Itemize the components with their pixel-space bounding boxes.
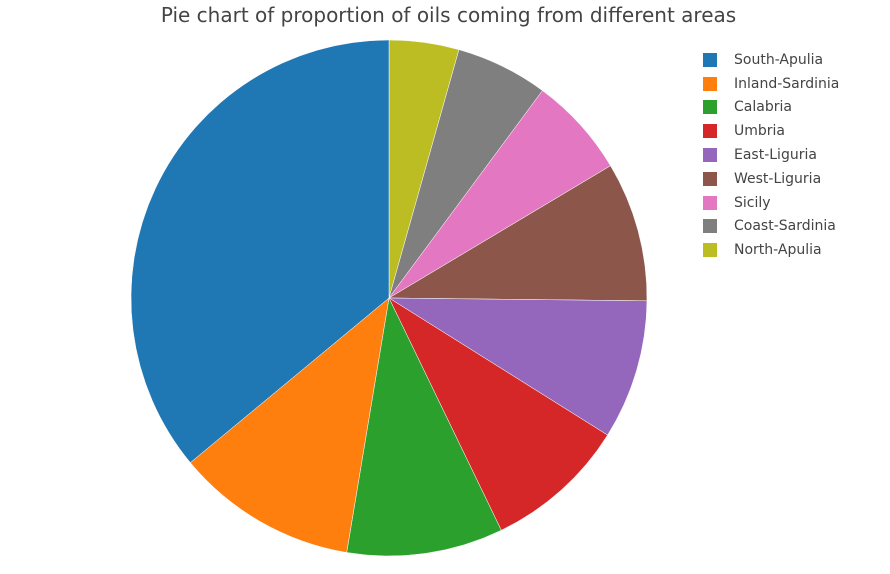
legend-label: Sicily	[734, 194, 771, 211]
legend-label: Inland-Sardinia	[734, 75, 840, 92]
legend-label: South-Apulia	[734, 51, 824, 68]
slice-umbria[interactable]	[388, 297, 608, 531]
legend-item-south-apulia[interactable]: South-Apulia	[703, 48, 839, 72]
legend-item-west-liguria[interactable]: West-Liguria	[703, 167, 839, 191]
legend-swatch	[703, 195, 717, 210]
legend-label: East-Liguria	[734, 147, 817, 164]
legend-label: North-Apulia	[734, 242, 822, 259]
slice-south-apulia[interactable]	[130, 39, 390, 463]
legend-swatch	[703, 100, 717, 115]
legend-label: West-Liguria	[734, 170, 822, 187]
legend-swatch	[703, 76, 717, 91]
slice-west-liguria[interactable]	[388, 165, 648, 302]
legend-item-east-liguria[interactable]: East-Liguria	[703, 143, 839, 167]
legend-swatch	[703, 171, 717, 186]
legend-label: Coast-Sardinia	[734, 218, 836, 235]
legend-label: Umbria	[734, 123, 785, 140]
legend-swatch	[703, 148, 717, 163]
legend-swatch	[703, 243, 717, 258]
legend-item-north-apulia[interactable]: North-Apulia	[703, 238, 839, 262]
legend-swatch	[703, 124, 717, 139]
slice-calabria[interactable]	[346, 297, 502, 557]
legend-item-sicily[interactable]: Sicily	[703, 191, 839, 215]
pie-slices	[130, 39, 648, 557]
legend-swatch	[703, 52, 717, 67]
legend: South-Apulia Inland-Sardinia Calabria Umbri…	[703, 48, 839, 262]
legend-swatch	[703, 219, 717, 234]
legend-item-inland-sardinia[interactable]: Inland-Sardinia	[703, 72, 839, 96]
legend-label: Calabria	[734, 99, 792, 116]
slice-east-liguria[interactable]	[388, 297, 648, 436]
slice-inland-sardinia[interactable]	[189, 297, 390, 553]
legend-item-coast-sardinia[interactable]: Coast-Sardinia	[703, 215, 839, 239]
legend-item-calabria[interactable]: Calabria	[703, 96, 839, 120]
chart-title: Pie chart of proportion of oils coming f…	[160, 3, 737, 27]
legend-item-umbria[interactable]: Umbria	[703, 119, 839, 143]
